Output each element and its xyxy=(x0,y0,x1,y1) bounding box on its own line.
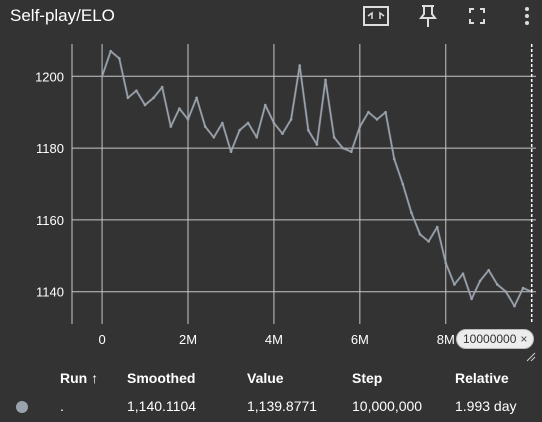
elo-point xyxy=(350,150,353,153)
elo-point xyxy=(272,121,276,125)
step-cursor-label: 10000000 xyxy=(463,332,517,346)
elo-point xyxy=(401,182,405,186)
elo-point xyxy=(135,89,138,92)
y-tick-label: 1180 xyxy=(36,141,64,156)
elo-point xyxy=(289,118,293,121)
value-column-header[interactable]: Value xyxy=(247,370,284,386)
elo-point xyxy=(160,85,164,89)
elo-point xyxy=(203,125,207,128)
elo-point xyxy=(332,136,336,139)
elo-point xyxy=(315,143,319,146)
elo-series-line xyxy=(101,50,532,307)
card-title: Self-play/ELO xyxy=(10,6,115,25)
elo-point xyxy=(341,146,345,150)
elo-point xyxy=(186,118,190,121)
step-cursor-chip[interactable]: 10000000 × xyxy=(456,329,535,349)
more-options-button[interactable] xyxy=(512,2,542,30)
x-tick-label: 4M xyxy=(265,332,283,347)
elo-point xyxy=(324,78,327,82)
value-cell: 1,139.8771 xyxy=(247,398,318,414)
elo-point xyxy=(264,103,267,107)
fullscreen-icon xyxy=(469,8,485,24)
run-color-dot-icon xyxy=(16,401,28,414)
chart-area[interactable]: 1140 1160 1180 1200 0 2M 4M 6M 8M xyxy=(0,0,542,360)
pin-button[interactable] xyxy=(413,2,443,30)
elo-point xyxy=(384,110,387,114)
elo-point xyxy=(281,132,284,135)
elo-point xyxy=(461,272,465,276)
elo-point xyxy=(470,297,473,301)
pin-icon xyxy=(419,5,437,27)
elo-point xyxy=(521,286,525,290)
elo-point xyxy=(367,110,370,114)
elo-point xyxy=(478,279,482,283)
x-tick-label: 0 xyxy=(98,332,105,347)
fullscreen-button[interactable] xyxy=(462,2,492,30)
elo-point xyxy=(212,136,216,139)
close-icon[interactable]: × xyxy=(520,332,528,346)
resize-handle-icon[interactable] xyxy=(526,352,536,362)
elo-point xyxy=(118,57,121,60)
table-row[interactable]: . 1,140.1104 1,139.8771 10,000,000 1.993… xyxy=(0,392,542,420)
y-tick-label: 1200 xyxy=(35,69,64,84)
elo-series-shadow xyxy=(100,49,533,308)
fit-to-data-button[interactable] xyxy=(361,2,391,30)
smoothed-cell: 1,140.1104 xyxy=(127,398,197,414)
elo-point xyxy=(100,75,104,78)
elo-point xyxy=(229,150,233,153)
relative-cell: 1.993 day xyxy=(455,398,517,414)
elo-point xyxy=(427,240,430,243)
elo-point xyxy=(453,283,456,286)
elo-point xyxy=(169,125,173,128)
smoothed-column-header[interactable]: Smoothed xyxy=(127,370,196,386)
run-color-cell xyxy=(0,392,60,420)
x-tick-label: 2M xyxy=(179,332,197,347)
run-column-header[interactable]: Run ↑ xyxy=(60,370,99,386)
elo-point xyxy=(487,268,491,272)
elo-point xyxy=(126,96,130,100)
y-tick-label: 1140 xyxy=(36,285,64,300)
elo-point xyxy=(178,107,181,110)
elo-point xyxy=(375,118,379,121)
elo-point xyxy=(255,136,258,139)
elo-point xyxy=(504,290,508,294)
elo-point xyxy=(221,121,224,125)
elo-point xyxy=(152,96,155,100)
runs-table: Run ↑ Smoothed Value Step Relative . 1,1… xyxy=(0,364,542,420)
table-header-row: Run ↑ Smoothed Value Step Relative xyxy=(0,364,542,392)
elo-point xyxy=(418,233,422,236)
step-cell: 10,000,000 xyxy=(352,398,423,414)
step-column-header[interactable]: Step xyxy=(352,370,383,386)
elo-point xyxy=(410,211,413,214)
y-tick-label: 1160 xyxy=(36,213,64,228)
elo-point xyxy=(238,128,241,132)
elo-point xyxy=(195,96,198,100)
elo-point xyxy=(513,304,516,308)
elo-point xyxy=(435,225,439,229)
relative-column-header[interactable]: Relative xyxy=(455,370,509,386)
elo-point xyxy=(298,64,302,67)
elo-point xyxy=(109,49,112,53)
run-name-cell: . xyxy=(60,398,64,414)
x-tick-label: 8M xyxy=(437,332,455,347)
color-column-header xyxy=(0,364,60,392)
elo-point xyxy=(143,103,147,107)
elo-point xyxy=(358,125,362,128)
elo-point xyxy=(496,283,499,286)
more-vert-icon xyxy=(525,7,529,25)
elo-point xyxy=(246,121,250,125)
fit-to-data-icon xyxy=(363,6,389,26)
elo-point xyxy=(307,128,310,132)
x-tick-label: 6M xyxy=(351,332,369,347)
elo-point xyxy=(392,157,396,161)
elo-point xyxy=(444,261,448,265)
